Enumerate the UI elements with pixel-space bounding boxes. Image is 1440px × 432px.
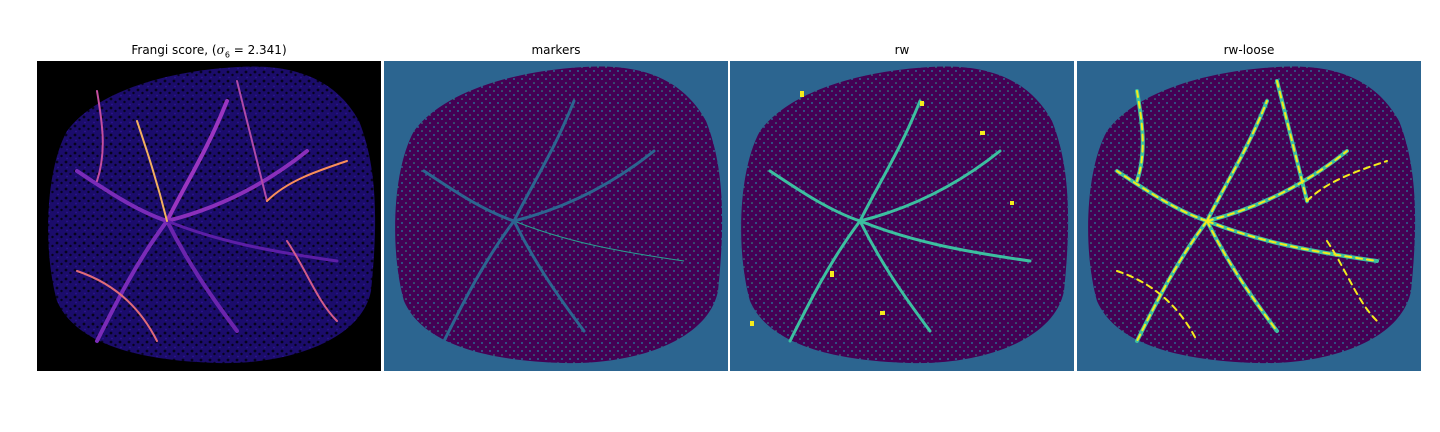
panel-title-frangi: Frangi score, (σ6 = 2.341) xyxy=(131,43,287,60)
rw-loose-plot xyxy=(1077,61,1421,371)
frangi-score-plot xyxy=(37,61,381,371)
panel-title-markers: markers xyxy=(531,43,581,57)
markers-plot xyxy=(384,61,728,371)
panel-title-rw: rw xyxy=(894,43,910,57)
rw-plot xyxy=(730,61,1074,371)
panel-title-rw-loose: rw-loose xyxy=(1223,43,1275,57)
rw-loose-image xyxy=(1077,61,1421,371)
rw-image xyxy=(730,61,1074,371)
markers-image xyxy=(384,61,728,371)
frangi-score-image xyxy=(37,61,381,371)
